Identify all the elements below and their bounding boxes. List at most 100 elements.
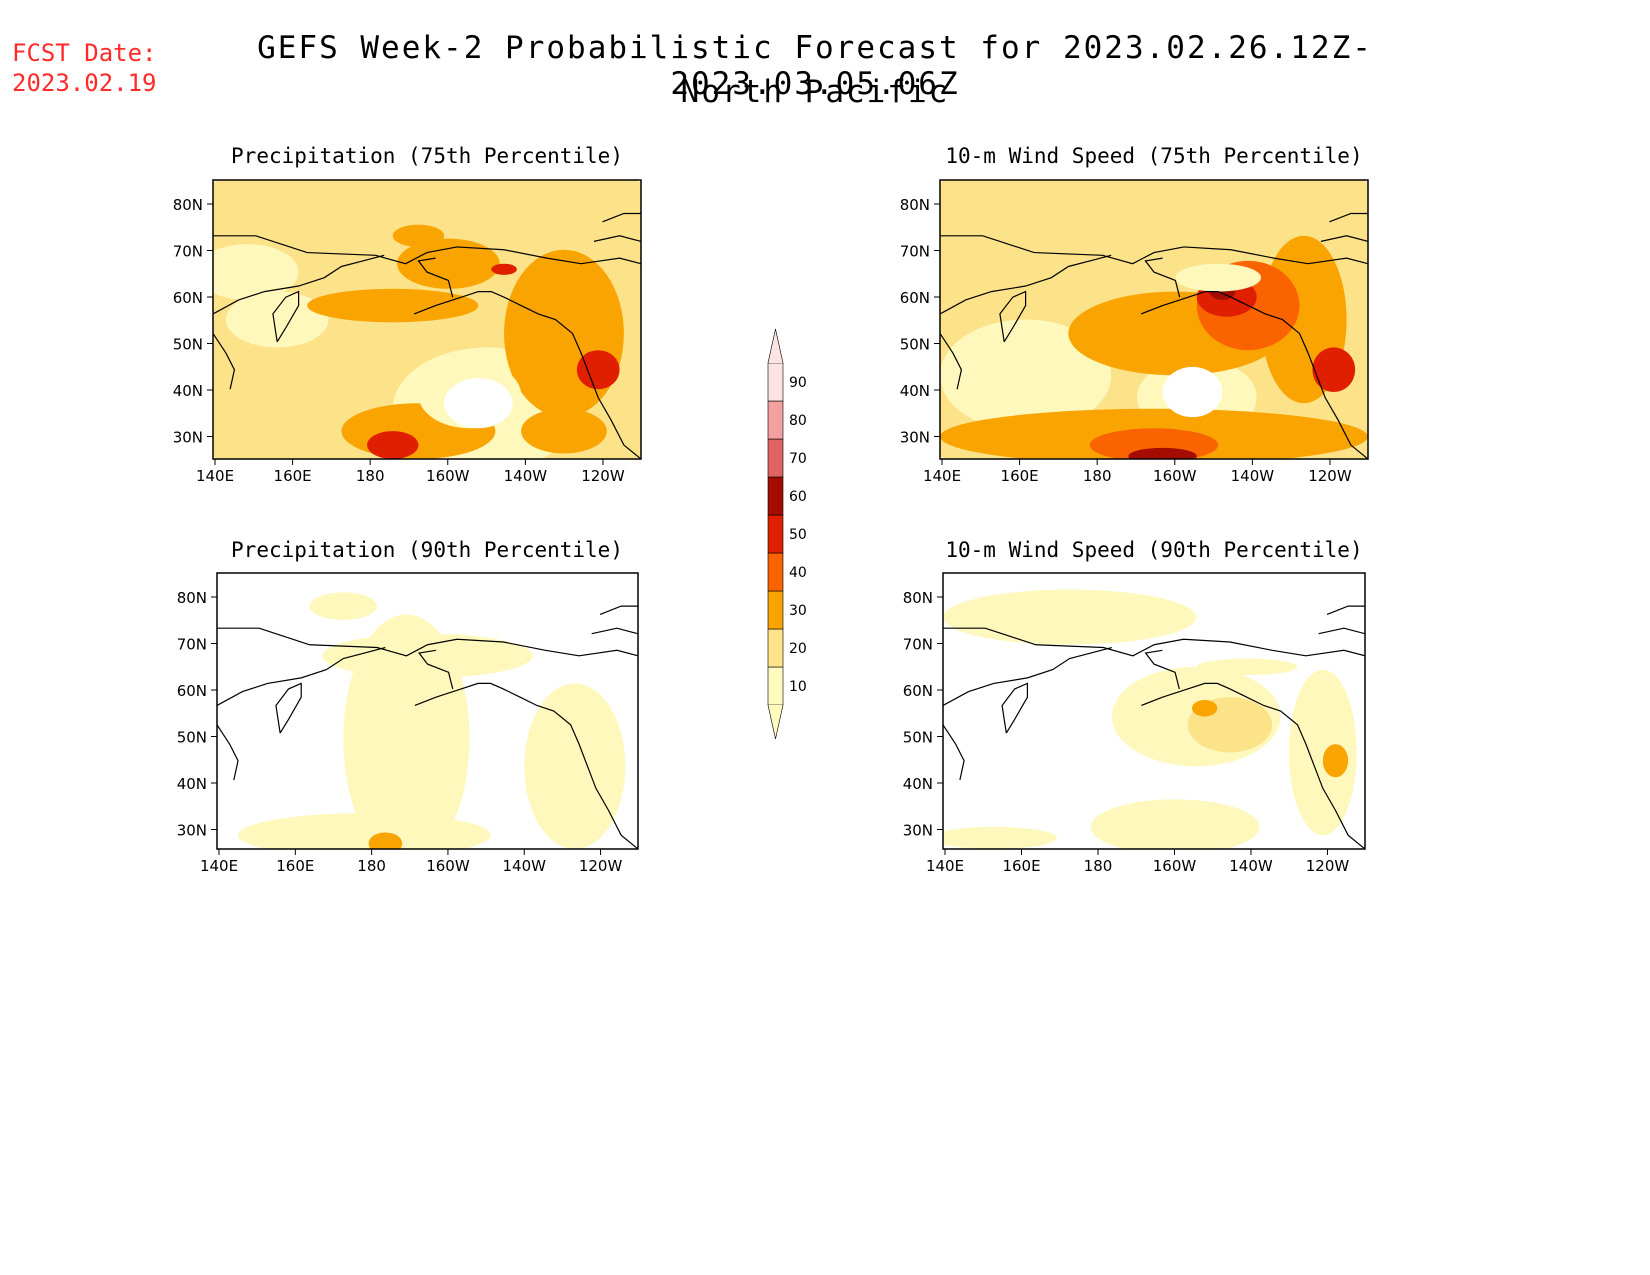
colorbar-swatch: [767, 590, 784, 630]
coastline-segment: [999, 290, 1027, 343]
lon-tick-label: 120W: [1306, 857, 1350, 875]
colorbar-label: 50: [789, 527, 807, 543]
lat-tick-label: 30N: [177, 822, 207, 840]
lat-tick-label: 40N: [173, 382, 203, 400]
lon-tick-label: 160E: [1001, 467, 1039, 485]
shaded-field: [940, 180, 1368, 459]
map-frame: [216, 572, 639, 850]
panel-title: Precipitation (75th Percentile): [231, 144, 623, 168]
lon-tick-label: 180: [1083, 467, 1112, 485]
lat-tick-label: 40N: [900, 382, 930, 400]
colorbar-swatch: [767, 628, 784, 668]
probability-contour: [368, 832, 403, 849]
coastline-segment: [413, 291, 641, 459]
lon-tick-label: 160W: [1153, 857, 1197, 875]
coastline-segment: [1001, 682, 1029, 734]
coastline-segment: [417, 649, 454, 690]
lat-tick-label: 60N: [900, 289, 930, 307]
coastline: [940, 212, 1368, 459]
lon-tick-label: 160W: [426, 467, 470, 485]
lon-tick-label: 140W: [1231, 467, 1275, 485]
probability-contour: [307, 288, 479, 323]
colorbar-label: 10: [789, 679, 807, 695]
panel-title: 10-m Wind Speed (75th Percentile): [945, 144, 1362, 168]
colorbar-swatch: [767, 552, 784, 592]
lat-tick-label: 70N: [177, 636, 207, 654]
coastline-segment: [940, 235, 1368, 265]
probability-contour: [1175, 263, 1261, 292]
probability-contour: [397, 238, 500, 289]
coastline-segment: [1329, 212, 1368, 223]
panel-title: 10-m Wind Speed (90th Percentile): [945, 538, 1362, 562]
lat-tick-label: 50N: [900, 336, 930, 354]
lon-tick-label: 140W: [1229, 857, 1273, 875]
coastline: [943, 605, 1365, 849]
map-panel-wind-75: 10-m Wind Speed (75th Percentile) 140E 160…: [900, 144, 1369, 485]
lon-tick-label: 140E: [926, 857, 964, 875]
probability-contour: [491, 263, 517, 275]
coastline-segment: [591, 627, 638, 635]
lon-tick-label: 180: [356, 467, 385, 485]
lon-tick-label: 160E: [274, 467, 312, 485]
coastline-segment: [1140, 291, 1368, 459]
lat-tick-label: 80N: [173, 196, 203, 214]
lon-tick-label: 140E: [196, 467, 234, 485]
map-panel-precip-90: Precipitation (90th Percentile) 140E 160E 1…: [177, 538, 639, 875]
coastline-segment: [602, 212, 641, 223]
panel-title: Precipitation (90th Percentile): [231, 538, 623, 562]
coastline-segment: [417, 257, 454, 298]
colorbar-swatch: [767, 438, 784, 478]
probability-contour: [213, 244, 299, 300]
probability-contour: [309, 592, 377, 620]
lon-tick-label: 160W: [426, 857, 470, 875]
probability-contour: [504, 249, 624, 418]
colorbar-swatch: [767, 400, 784, 440]
lat-tick-label: 40N: [903, 775, 933, 793]
lon-tick-label: 180: [1084, 857, 1113, 875]
probability-contour: [238, 813, 491, 849]
probability-contour: [392, 224, 445, 247]
forecast-date-block: FCST Date: 2023.02.19: [12, 38, 157, 98]
lat-tick-label: 60N: [903, 682, 933, 700]
lat-tick-label: 30N: [900, 429, 930, 447]
coastline-segment: [217, 627, 638, 657]
lat-tick-label: 70N: [900, 243, 930, 261]
region-subtitle: North Pacific: [680, 74, 950, 110]
coastline-segment: [217, 646, 386, 707]
colorbar-label: 20: [789, 641, 807, 657]
colorbar-label: 70: [789, 451, 807, 467]
shaded-field: [238, 592, 626, 849]
coastline-segment: [1144, 257, 1181, 298]
shaded-field: [943, 589, 1357, 849]
colorbar-label: 40: [789, 565, 807, 581]
coastline-segment: [1141, 682, 1365, 849]
lat-tick-label: 50N: [173, 336, 203, 354]
shaded-field: [213, 180, 641, 459]
lat-tick-label: 30N: [903, 822, 933, 840]
probability-contour: [524, 683, 626, 849]
map-panel-precip-75: Precipitation (75th Percentile) 140E 160E 1…: [173, 144, 642, 485]
probability-contour: [1289, 669, 1357, 836]
lon-tick-label: 140W: [504, 467, 548, 485]
colorbar: 10 20 30 40 50 60 70 80 90: [767, 328, 807, 740]
probability-contour: [576, 350, 620, 390]
coastline-segment: [1144, 649, 1180, 690]
colorbar-bottom-arrow: [767, 704, 784, 740]
colorbar-swatch: [767, 362, 784, 402]
probability-contour: [940, 319, 1112, 432]
coastline-segment: [943, 724, 965, 781]
probability-contour: [1191, 699, 1218, 717]
main-title: GEFS Week-2 Probabilistic Forecast for 2…: [257, 30, 1373, 102]
map-frame: [942, 572, 1366, 850]
colorbar-label: 80: [789, 413, 807, 429]
probability-contour: [1162, 366, 1223, 418]
coastline-segment: [1326, 605, 1365, 615]
probability-contour: [943, 589, 1197, 645]
lat-tick-label: 50N: [177, 729, 207, 747]
lon-tick-label: 120W: [579, 857, 623, 875]
probability-contour: [444, 378, 513, 429]
colorbar-swatch: [767, 476, 784, 516]
lon-tick-label: 140E: [923, 467, 961, 485]
lon-tick-label: 160E: [1002, 857, 1040, 875]
map-panel-wind-90: 10-m Wind Speed (90th Percentile) 140E 160…: [903, 538, 1366, 875]
